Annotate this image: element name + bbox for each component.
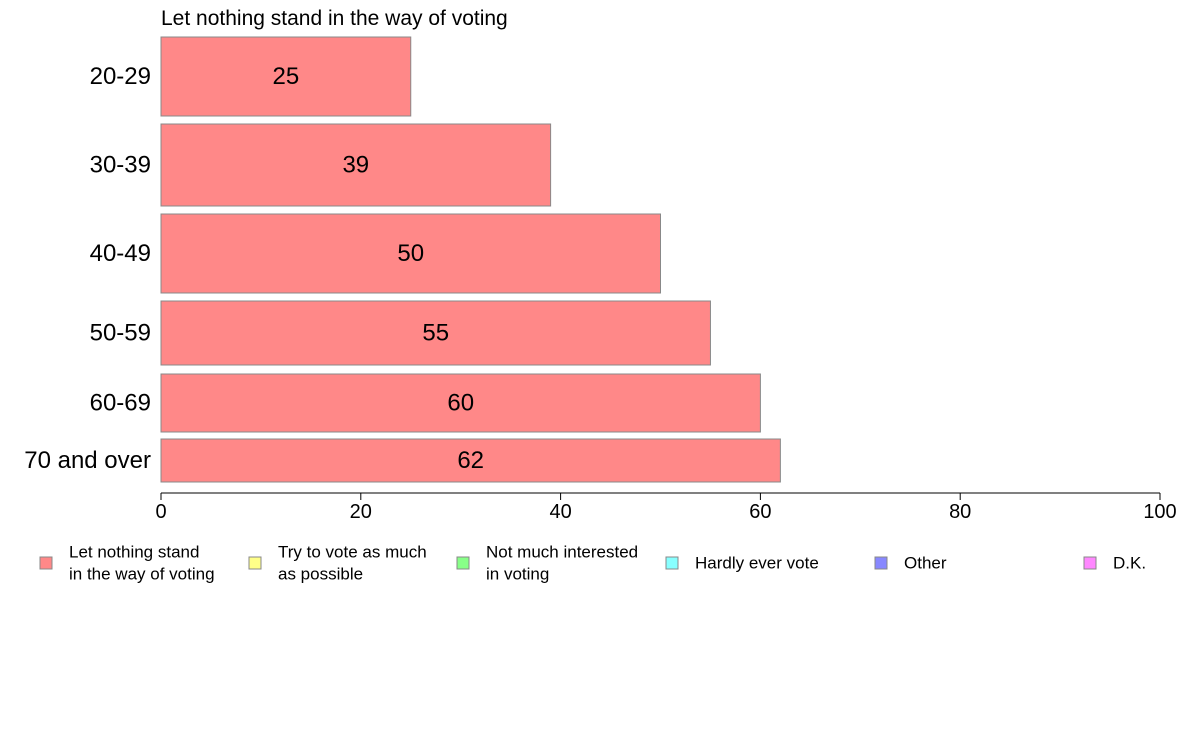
legend-label: Other bbox=[904, 554, 947, 573]
bar-20-29 bbox=[160, 36, 412, 117]
category-label: 50-59 bbox=[90, 320, 151, 347]
legend-label: as possible bbox=[278, 565, 363, 584]
category-label: 40-49 bbox=[90, 240, 151, 267]
legend-item: D.K. bbox=[1083, 554, 1146, 573]
legend-label: Let nothing stand bbox=[69, 543, 199, 562]
legend-item: Other bbox=[874, 554, 947, 573]
bar-40-49 bbox=[160, 213, 661, 294]
legend-swatch bbox=[1083, 556, 1097, 570]
bar-60-69 bbox=[160, 373, 761, 433]
legend-label: in voting bbox=[486, 565, 549, 584]
legend-swatch bbox=[248, 556, 262, 570]
legend-swatch bbox=[874, 556, 888, 570]
bar-value-label: 39 bbox=[342, 152, 369, 179]
category-label: 20-29 bbox=[90, 63, 151, 90]
x-axis: 0 20 40 60 80 100 bbox=[155, 492, 1177, 523]
bar-value-label: 62 bbox=[457, 447, 484, 474]
x-tick-label: 0 bbox=[155, 501, 166, 523]
legend-swatch bbox=[665, 556, 679, 570]
legend-swatch bbox=[456, 556, 470, 570]
x-tick-label: 100 bbox=[1143, 501, 1176, 523]
legend-item: Try to vote as much as possible bbox=[248, 543, 427, 584]
bars: 25 20-29 39 30-39 50 40-49 55 50-59 60 60-69 62 70 … bbox=[24, 36, 781, 483]
x-tick-label: 60 bbox=[749, 501, 771, 523]
bar-value-label: 60 bbox=[447, 390, 474, 417]
legend-label: Hardly ever vote bbox=[695, 554, 819, 573]
legend-item: Hardly ever vote bbox=[665, 554, 819, 573]
chart-title: Let nothing stand in the way of voting bbox=[161, 7, 508, 30]
legend: Let nothing stand in the way of voting Try… bbox=[39, 543, 1146, 584]
legend-label: in the way of voting bbox=[69, 565, 215, 584]
bar-value-label: 25 bbox=[273, 63, 300, 90]
category-label: 70 and over bbox=[24, 447, 151, 474]
legend-swatch bbox=[39, 556, 53, 570]
x-tick-label: 20 bbox=[350, 501, 372, 523]
legend-label: Try to vote as much bbox=[278, 543, 427, 562]
category-label: 60-69 bbox=[90, 390, 151, 417]
legend-label: Not much interested bbox=[486, 543, 638, 562]
category-label: 30-39 bbox=[90, 152, 151, 179]
x-tick-label: 80 bbox=[949, 501, 971, 523]
bar-50-59 bbox=[160, 300, 711, 366]
legend-item: Let nothing stand in the way of voting bbox=[39, 543, 215, 584]
bar-value-label: 50 bbox=[397, 240, 424, 267]
legend-label: D.K. bbox=[1113, 554, 1146, 573]
bar-70-and-over bbox=[160, 438, 781, 483]
legend-item: Not much interested in voting bbox=[456, 543, 638, 584]
bar-30-39 bbox=[160, 123, 552, 207]
x-tick-label: 40 bbox=[549, 501, 571, 523]
bar-value-label: 55 bbox=[422, 320, 449, 347]
